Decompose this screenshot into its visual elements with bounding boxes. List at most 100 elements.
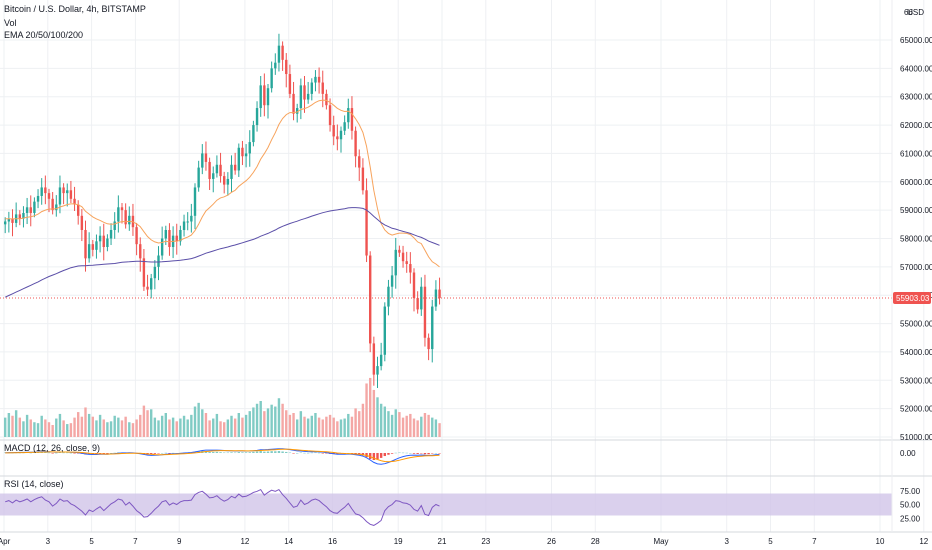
- candle[interactable]: [266, 83, 270, 119]
- candle[interactable]: [296, 103, 299, 123]
- candle[interactable]: [73, 186, 76, 211]
- candle[interactable]: [139, 237, 142, 272]
- candle[interactable]: [124, 203, 127, 229]
- candle[interactable]: [40, 178, 43, 205]
- candle[interactable]: [160, 226, 164, 260]
- candle[interactable]: [398, 245, 401, 257]
- candle[interactable]: [102, 223, 105, 261]
- candle[interactable]: [69, 180, 73, 204]
- candle[interactable]: [219, 152, 222, 183]
- candle[interactable]: [299, 78, 303, 120]
- candle[interactable]: [182, 214, 186, 237]
- candle[interactable]: [62, 183, 65, 205]
- candle[interactable]: [310, 78, 313, 101]
- candle[interactable]: [208, 157, 211, 191]
- candle[interactable]: [390, 266, 394, 298]
- candle[interactable]: [84, 220, 87, 272]
- candle[interactable]: [252, 120, 255, 147]
- candle[interactable]: [361, 158, 365, 195]
- candle[interactable]: [292, 81, 295, 121]
- candle[interactable]: [285, 53, 288, 88]
- candle[interactable]: [230, 155, 233, 193]
- candle[interactable]: [44, 175, 47, 205]
- candle[interactable]: [215, 155, 219, 178]
- candle[interactable]: [66, 183, 69, 207]
- volume-legend[interactable]: Vol: [4, 18, 17, 28]
- candle[interactable]: [347, 98, 350, 129]
- candle[interactable]: [150, 273, 153, 299]
- candle[interactable]: [314, 70, 317, 92]
- candle[interactable]: [321, 70, 324, 108]
- candle[interactable]: [423, 274, 427, 347]
- candle[interactable]: [325, 89, 328, 110]
- candle[interactable]: [383, 302, 386, 362]
- candle[interactable]: [277, 33, 281, 72]
- candle[interactable]: [350, 96, 354, 140]
- macd-legend[interactable]: MACD (12, 26, close, 9): [4, 443, 101, 453]
- candle[interactable]: [80, 209, 84, 242]
- candle[interactable]: [365, 178, 368, 263]
- candle[interactable]: [317, 67, 321, 94]
- candle[interactable]: [339, 126, 343, 153]
- candle[interactable]: [405, 251, 408, 273]
- candle[interactable]: [281, 41, 284, 71]
- candle[interactable]: [87, 232, 91, 263]
- candle[interactable]: [164, 225, 167, 246]
- candle[interactable]: [113, 212, 116, 239]
- candle[interactable]: [376, 356, 379, 388]
- chart-title[interactable]: Bitcoin / U.S. Dollar, 4h, BITSTAMP: [4, 4, 146, 14]
- candle[interactable]: [11, 209, 14, 237]
- candle[interactable]: [95, 234, 98, 259]
- candle[interactable]: [233, 152, 237, 175]
- candle[interactable]: [237, 143, 240, 177]
- candle[interactable]: [204, 141, 208, 171]
- candle[interactable]: [336, 124, 339, 151]
- candle[interactable]: [7, 211, 11, 233]
- candle[interactable]: [241, 140, 244, 166]
- candle[interactable]: [248, 130, 251, 167]
- candle[interactable]: [131, 203, 135, 236]
- candle[interactable]: [328, 98, 332, 132]
- candle[interactable]: [274, 53, 277, 75]
- candle[interactable]: [434, 280, 438, 311]
- candle[interactable]: [106, 234, 109, 252]
- candle[interactable]: [201, 144, 204, 175]
- candle[interactable]: [36, 189, 40, 209]
- candle[interactable]: [343, 115, 346, 135]
- candle[interactable]: [255, 101, 259, 132]
- candle[interactable]: [416, 291, 419, 314]
- candle[interactable]: [135, 222, 138, 256]
- candle[interactable]: [332, 115, 335, 146]
- candle[interactable]: [270, 61, 273, 93]
- candle[interactable]: [259, 76, 262, 117]
- candle[interactable]: [379, 342, 383, 371]
- candle[interactable]: [420, 277, 423, 316]
- candle[interactable]: [226, 172, 230, 196]
- candle[interactable]: [412, 268, 416, 312]
- candle[interactable]: [47, 188, 51, 213]
- ema-legend[interactable]: EMA 20/50/100/200: [4, 30, 84, 40]
- time-axis[interactable]: Apr 3 5 7 9 12 14 16 19 21 23 26 28 May 3 5 7 10 12: [0, 537, 929, 546]
- rsi-legend[interactable]: RSI (14, close): [4, 479, 64, 489]
- candle[interactable]: [288, 64, 292, 99]
- candle[interactable]: [409, 252, 412, 284]
- candle[interactable]: [303, 76, 306, 113]
- candle[interactable]: [157, 246, 160, 281]
- candle[interactable]: [22, 206, 25, 228]
- candle[interactable]: [51, 191, 54, 215]
- candle[interactable]: [142, 248, 146, 291]
- candle[interactable]: [18, 210, 21, 226]
- candle[interactable]: [109, 223, 113, 246]
- candle[interactable]: [186, 212, 189, 231]
- candle[interactable]: [117, 195, 120, 233]
- candle[interactable]: [427, 333, 430, 361]
- candle[interactable]: [223, 171, 226, 194]
- candle[interactable]: [190, 203, 193, 233]
- candle[interactable]: [29, 195, 32, 227]
- candle[interactable]: [14, 202, 18, 228]
- candle[interactable]: [401, 245, 405, 268]
- candle[interactable]: [25, 197, 29, 225]
- candle[interactable]: [179, 225, 182, 246]
- candle[interactable]: [193, 183, 197, 230]
